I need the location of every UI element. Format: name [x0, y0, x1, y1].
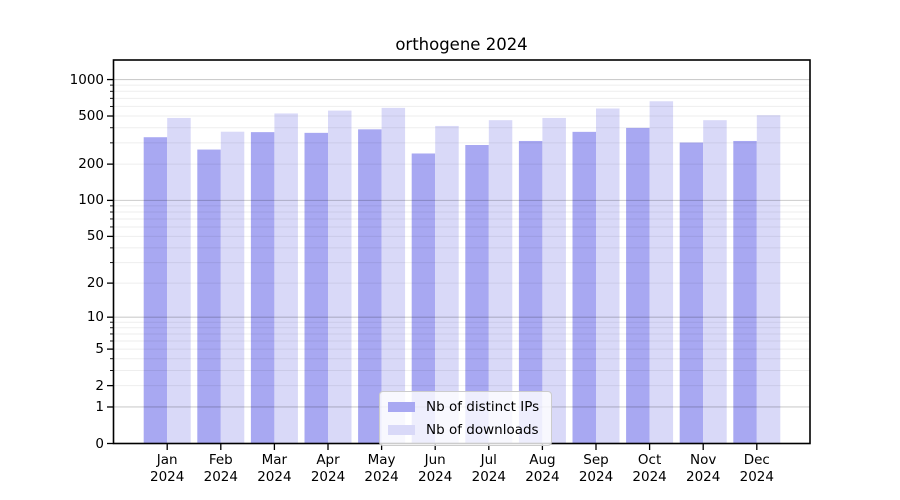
bar-distinct-ips-aug: [518, 140, 543, 444]
bar-distinct-ips-oct: [626, 127, 650, 444]
x-tick-year: 2024: [686, 469, 721, 485]
bar-downloads-may: [381, 107, 406, 444]
y-tick-label-10: 10: [86, 309, 104, 326]
x-tick-month: Jan: [156, 451, 178, 468]
y-tick-label-100: 100: [78, 192, 104, 209]
bar-downloads-apr: [328, 110, 352, 444]
x-tick-year: 2024: [310, 469, 346, 485]
x-tick-month: Feb: [208, 451, 233, 468]
bar-distinct-ips-nov: [679, 142, 704, 444]
x-tick-year: 2024: [471, 469, 506, 485]
x-tick-year: 2024: [739, 469, 774, 485]
legend-row-downloads: Nb of downloads: [388, 422, 539, 438]
x-tick-year: 2024: [578, 469, 614, 485]
bar-downloads-feb: [220, 131, 245, 444]
x-tick-label-feb: Feb 2024: [187, 452, 255, 487]
y-tick-label-1: 1: [95, 398, 104, 415]
y-tick-label-2: 2: [95, 377, 104, 394]
legend-swatch-distinct-ips: [388, 402, 415, 412]
bar-distinct-ips-feb: [197, 149, 221, 444]
y-tick-label-500: 500: [78, 108, 104, 125]
x-tick-label-jun: Jun 2024: [401, 452, 469, 487]
x-tick-month: Aug: [529, 451, 556, 468]
x-tick-month: Jun: [424, 451, 446, 468]
bar-downloads-jan: [167, 117, 191, 444]
bar-downloads-nov: [703, 120, 727, 444]
x-tick-year: 2024: [150, 469, 185, 485]
bar-downloads-jul: [488, 120, 513, 444]
x-tick-month: Sep: [583, 451, 609, 468]
bar-distinct-ips-may: [358, 129, 382, 444]
x-tick-year: 2024: [525, 469, 560, 485]
x-tick-month: Oct: [637, 451, 662, 468]
bar-distinct-ips-jul: [465, 145, 489, 444]
x-tick-label-may: May 2024: [348, 452, 416, 487]
x-tick-year: 2024: [364, 469, 399, 485]
x-tick-label-oct: Oct 2024: [616, 452, 684, 487]
chart-title: orthogene 2024: [395, 35, 528, 54]
bar-distinct-ips-apr: [304, 132, 328, 444]
x-tick-year: 2024: [257, 469, 292, 485]
x-tick-month: Jul: [480, 451, 497, 468]
y-tick-label-200: 200: [78, 156, 104, 173]
bar-downloads-sep: [596, 108, 620, 444]
x-tick-label-jul: Jul 2024: [455, 452, 523, 487]
bar-distinct-ips-dec: [733, 140, 757, 444]
x-tick-label-sep: Sep 2024: [562, 452, 630, 487]
bar-distinct-ips-jun: [411, 153, 436, 444]
x-tick-label-apr: Apr 2024: [294, 452, 362, 487]
bar-downloads-aug: [542, 117, 566, 444]
y-tick-label-50: 50: [86, 228, 104, 245]
x-tick-month: May: [367, 451, 396, 468]
bar-distinct-ips-mar: [250, 132, 275, 444]
x-tick-year: 2024: [203, 469, 238, 485]
x-tick-label-dec: Dec 2024: [723, 452, 791, 487]
x-tick-year: 2024: [632, 469, 667, 485]
y-tick-label-0: 0: [95, 435, 104, 452]
x-tick-month: Apr: [316, 451, 340, 468]
bar-downloads-dec: [756, 115, 781, 444]
x-tick-label-jan: Jan 2024: [133, 452, 201, 487]
x-tick-label-nov: Nov 2024: [669, 452, 737, 487]
bar-downloads-jun: [435, 125, 459, 444]
legend-label-distinct-ips: Nb of distinct IPs: [426, 399, 540, 415]
y-tick-label-20: 20: [86, 275, 104, 292]
legend-row-distinct-ips: Nb of distinct IPs: [388, 399, 539, 415]
bar-distinct-ips-sep: [572, 131, 596, 444]
y-tick-label-1000: 1000: [69, 71, 104, 88]
legend: Nb of distinct IPs Nb of downloads: [379, 391, 553, 446]
x-tick-month: Mar: [261, 451, 288, 468]
x-tick-month: Nov: [690, 451, 717, 468]
x-tick-year: 2024: [418, 469, 453, 485]
legend-swatch-downloads: [388, 425, 415, 435]
bar-distinct-ips-jan: [143, 137, 168, 444]
bar-downloads-mar: [274, 113, 298, 444]
y-tick-label-5: 5: [95, 341, 104, 358]
bar-downloads-oct: [649, 101, 674, 444]
x-tick-label-aug: Aug 2024: [508, 452, 576, 487]
x-tick-month: Dec: [743, 451, 770, 468]
legend-label-downloads: Nb of downloads: [426, 422, 539, 438]
x-tick-label-mar: Mar 2024: [240, 452, 308, 487]
